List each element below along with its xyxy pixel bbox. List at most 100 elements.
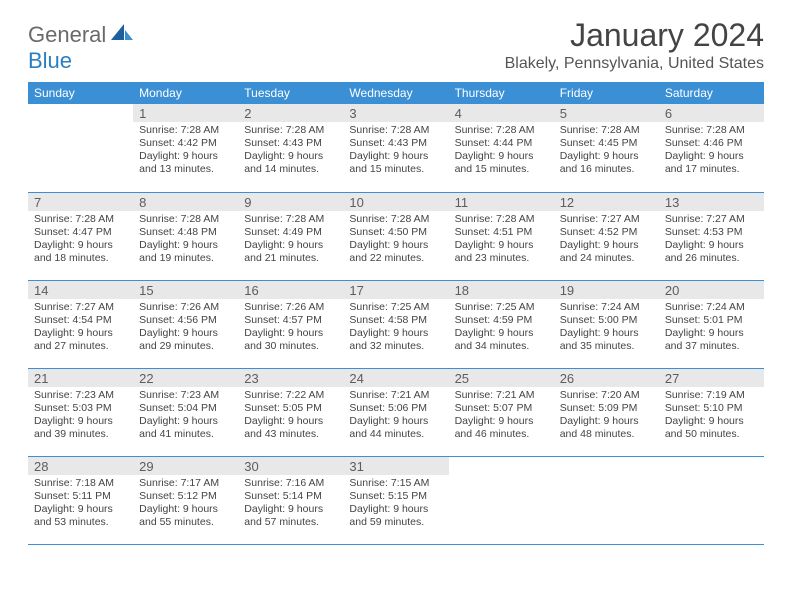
day-info: Sunrise: 7:28 AMSunset: 4:49 PMDaylight:…	[244, 213, 337, 266]
calendar-week-row: 14Sunrise: 7:27 AMSunset: 4:54 PMDayligh…	[28, 280, 764, 368]
daylight-line-1: Daylight: 9 hours	[560, 239, 653, 252]
day-number: 30	[238, 457, 343, 475]
title-block: January 2024 Blakely, Pennsylvania, Unit…	[505, 18, 764, 73]
daylight-line-2: and 18 minutes.	[34, 252, 127, 265]
daylight-line-1: Daylight: 9 hours	[244, 503, 337, 516]
day-info: Sunrise: 7:15 AMSunset: 5:15 PMDaylight:…	[349, 477, 442, 530]
weekday-header: Saturday	[659, 82, 764, 104]
sunset-line: Sunset: 4:52 PM	[560, 226, 653, 239]
sail-icon	[111, 24, 133, 47]
calendar-cell: 17Sunrise: 7:25 AMSunset: 4:58 PMDayligh…	[343, 280, 448, 368]
calendar-cell: 30Sunrise: 7:16 AMSunset: 5:14 PMDayligh…	[238, 456, 343, 544]
daylight-line-1: Daylight: 9 hours	[665, 150, 758, 163]
day-info: Sunrise: 7:23 AMSunset: 5:04 PMDaylight:…	[139, 389, 232, 442]
calendar-cell: 16Sunrise: 7:26 AMSunset: 4:57 PMDayligh…	[238, 280, 343, 368]
daylight-line-1: Daylight: 9 hours	[34, 327, 127, 340]
sunset-line: Sunset: 5:09 PM	[560, 402, 653, 415]
calendar-cell: 19Sunrise: 7:24 AMSunset: 5:00 PMDayligh…	[554, 280, 659, 368]
calendar-cell: 18Sunrise: 7:25 AMSunset: 4:59 PMDayligh…	[449, 280, 554, 368]
day-number: 15	[133, 281, 238, 299]
daylight-line-1: Daylight: 9 hours	[455, 150, 548, 163]
daylight-line-2: and 35 minutes.	[560, 340, 653, 353]
calendar-table: Sunday Monday Tuesday Wednesday Thursday…	[28, 82, 764, 545]
calendar-cell: 28Sunrise: 7:18 AMSunset: 5:11 PMDayligh…	[28, 456, 133, 544]
daylight-line-1: Daylight: 9 hours	[349, 415, 442, 428]
calendar-cell: 11Sunrise: 7:28 AMSunset: 4:51 PMDayligh…	[449, 192, 554, 280]
calendar-cell: 25Sunrise: 7:21 AMSunset: 5:07 PMDayligh…	[449, 368, 554, 456]
calendar-cell: 29Sunrise: 7:17 AMSunset: 5:12 PMDayligh…	[133, 456, 238, 544]
calendar-cell: 26Sunrise: 7:20 AMSunset: 5:09 PMDayligh…	[554, 368, 659, 456]
day-info: Sunrise: 7:21 AMSunset: 5:07 PMDaylight:…	[455, 389, 548, 442]
day-number: 9	[238, 193, 343, 211]
day-number	[554, 457, 659, 475]
day-number: 18	[449, 281, 554, 299]
daylight-line-2: and 15 minutes.	[455, 163, 548, 176]
sunset-line: Sunset: 4:57 PM	[244, 314, 337, 327]
day-number: 1	[133, 104, 238, 122]
daylight-line-2: and 48 minutes.	[560, 428, 653, 441]
day-number: 24	[343, 369, 448, 387]
sunrise-line: Sunrise: 7:28 AM	[665, 124, 758, 137]
day-info: Sunrise: 7:18 AMSunset: 5:11 PMDaylight:…	[34, 477, 127, 530]
day-info: Sunrise: 7:28 AMSunset: 4:48 PMDaylight:…	[139, 213, 232, 266]
day-info: Sunrise: 7:28 AMSunset: 4:42 PMDaylight:…	[139, 124, 232, 177]
daylight-line-2: and 30 minutes.	[244, 340, 337, 353]
sunrise-line: Sunrise: 7:28 AM	[349, 124, 442, 137]
sunrise-line: Sunrise: 7:21 AM	[455, 389, 548, 402]
day-number: 23	[238, 369, 343, 387]
sunrise-line: Sunrise: 7:26 AM	[244, 301, 337, 314]
sunset-line: Sunset: 4:48 PM	[139, 226, 232, 239]
calendar-cell: 24Sunrise: 7:21 AMSunset: 5:06 PMDayligh…	[343, 368, 448, 456]
daylight-line-2: and 24 minutes.	[560, 252, 653, 265]
sunset-line: Sunset: 5:11 PM	[34, 490, 127, 503]
day-number: 29	[133, 457, 238, 475]
daylight-line-1: Daylight: 9 hours	[455, 327, 548, 340]
day-number: 14	[28, 281, 133, 299]
sunset-line: Sunset: 4:42 PM	[139, 137, 232, 150]
sunrise-line: Sunrise: 7:28 AM	[139, 213, 232, 226]
calendar-cell: 5Sunrise: 7:28 AMSunset: 4:45 PMDaylight…	[554, 104, 659, 192]
sunrise-line: Sunrise: 7:28 AM	[455, 124, 548, 137]
daylight-line-2: and 21 minutes.	[244, 252, 337, 265]
day-info: Sunrise: 7:28 AMSunset: 4:50 PMDaylight:…	[349, 213, 442, 266]
calendar-cell: 22Sunrise: 7:23 AMSunset: 5:04 PMDayligh…	[133, 368, 238, 456]
daylight-line-2: and 41 minutes.	[139, 428, 232, 441]
sunset-line: Sunset: 4:47 PM	[34, 226, 127, 239]
logo-word-blue: Blue	[28, 48, 72, 73]
day-number: 17	[343, 281, 448, 299]
sunset-line: Sunset: 5:14 PM	[244, 490, 337, 503]
calendar-cell: 7Sunrise: 7:28 AMSunset: 4:47 PMDaylight…	[28, 192, 133, 280]
sunset-line: Sunset: 4:46 PM	[665, 137, 758, 150]
daylight-line-1: Daylight: 9 hours	[139, 415, 232, 428]
sunrise-line: Sunrise: 7:24 AM	[665, 301, 758, 314]
daylight-line-1: Daylight: 9 hours	[665, 415, 758, 428]
sunrise-line: Sunrise: 7:28 AM	[560, 124, 653, 137]
day-number: 3	[343, 104, 448, 122]
sunset-line: Sunset: 4:51 PM	[455, 226, 548, 239]
sunrise-line: Sunrise: 7:27 AM	[665, 213, 758, 226]
day-number: 26	[554, 369, 659, 387]
calendar-cell	[28, 104, 133, 192]
weekday-header: Wednesday	[343, 82, 448, 104]
sunset-line: Sunset: 4:54 PM	[34, 314, 127, 327]
sunset-line: Sunset: 4:43 PM	[244, 137, 337, 150]
day-number: 8	[133, 193, 238, 211]
day-number: 10	[343, 193, 448, 211]
calendar-week-row: 1Sunrise: 7:28 AMSunset: 4:42 PMDaylight…	[28, 104, 764, 192]
calendar-cell	[659, 456, 764, 544]
calendar-cell: 3Sunrise: 7:28 AMSunset: 4:43 PMDaylight…	[343, 104, 448, 192]
daylight-line-1: Daylight: 9 hours	[349, 327, 442, 340]
logo: General Blue	[28, 18, 133, 74]
daylight-line-1: Daylight: 9 hours	[34, 503, 127, 516]
daylight-line-1: Daylight: 9 hours	[349, 239, 442, 252]
calendar-cell: 14Sunrise: 7:27 AMSunset: 4:54 PMDayligh…	[28, 280, 133, 368]
calendar-cell: 12Sunrise: 7:27 AMSunset: 4:52 PMDayligh…	[554, 192, 659, 280]
day-number: 16	[238, 281, 343, 299]
daylight-line-2: and 59 minutes.	[349, 516, 442, 529]
daylight-line-1: Daylight: 9 hours	[34, 239, 127, 252]
sunset-line: Sunset: 4:49 PM	[244, 226, 337, 239]
calendar-page: General Blue January 2024 Blakely, Penns…	[0, 0, 792, 555]
sunset-line: Sunset: 5:05 PM	[244, 402, 337, 415]
day-number	[659, 457, 764, 475]
daylight-line-1: Daylight: 9 hours	[349, 503, 442, 516]
